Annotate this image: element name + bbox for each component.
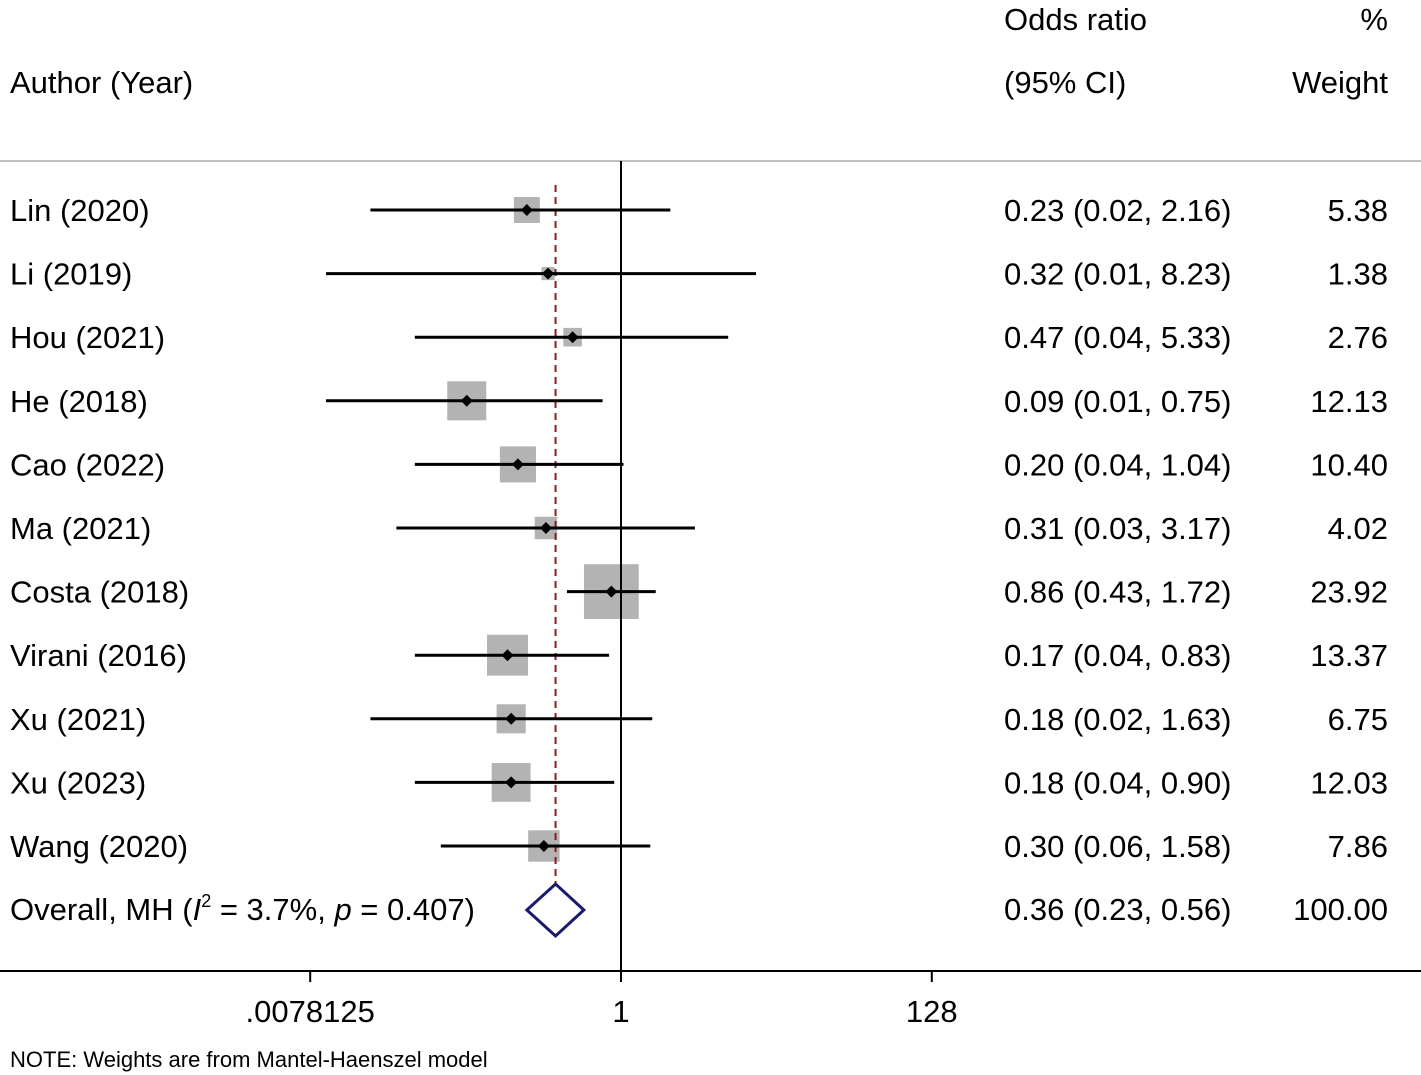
- point-estimate: [520, 204, 533, 216]
- study-name: Ma (2021): [10, 511, 151, 546]
- point-estimate: [537, 840, 550, 852]
- study-name: Cao (2022): [10, 447, 165, 482]
- overall-p-symbol: p: [333, 892, 351, 927]
- study-name: Costa (2018): [10, 575, 189, 610]
- study-or-text: 0.31 (0.03, 3.17): [1004, 511, 1232, 546]
- point-estimate: [460, 394, 473, 407]
- point-estimate: [505, 712, 518, 725]
- study-name: He (2018): [10, 384, 148, 419]
- header-or-line1: Odds ratio: [1004, 2, 1147, 37]
- overall-diamond: [524, 881, 587, 939]
- point-estimate: [501, 649, 514, 662]
- study-weight-text: 12.03: [1310, 765, 1388, 800]
- overall-label-middle: = 3.7%,: [211, 892, 334, 927]
- study-name: Li (2019): [10, 257, 132, 292]
- overall-label-suffix: = 0.407): [352, 892, 475, 927]
- reference-lines: [554, 161, 622, 971]
- x-tick-label: 1: [612, 994, 629, 1029]
- point-estimate: [542, 267, 555, 280]
- study-name: Xu (2021): [10, 702, 146, 737]
- study-weight-text: 1.38: [1328, 257, 1388, 292]
- study-name: Lin (2020): [10, 193, 150, 228]
- study-name: Hou (2021): [10, 320, 165, 355]
- study-or-text: 0.47 (0.04, 5.33): [1004, 320, 1232, 355]
- header-weight-line1: %: [1360, 2, 1388, 37]
- header-or-line2: (95% CI): [1004, 65, 1126, 100]
- study-or-text: 0.32 (0.01, 8.23): [1004, 257, 1232, 292]
- study-name: Xu (2023): [10, 765, 146, 800]
- point-estimate: [539, 522, 552, 534]
- study-weight-text: 12.13: [1310, 384, 1388, 419]
- study-weight-text: 13.37: [1310, 638, 1388, 673]
- x-axis-ticks: .0078125 1 128: [246, 971, 958, 1029]
- study-weight-text: 4.02: [1328, 511, 1388, 546]
- study-or-text: 0.18 (0.02, 1.63): [1004, 702, 1232, 737]
- study-rows: Lin (2020) 0.23 (0.02, 2.16) 5.38 Li (2019)…: [10, 193, 1388, 864]
- study-name: Wang (2020): [10, 829, 188, 864]
- x-tick-label: 128: [906, 994, 958, 1029]
- x-tick-label: .0078125: [246, 994, 375, 1029]
- study-weight-text: 2.76: [1328, 320, 1388, 355]
- study-weight-text: 5.38: [1328, 193, 1388, 228]
- study-or-text: 0.18 (0.04, 0.90): [1004, 765, 1232, 800]
- overall-i-symbol: I: [193, 892, 202, 927]
- overall-weight-text: 100.00: [1293, 892, 1388, 927]
- overall-label: Overall, MH (I2 = 3.7%, p = 0.407): [10, 891, 475, 927]
- study-weight-text: 10.40: [1310, 447, 1388, 482]
- header-study: Author (Year): [10, 65, 193, 100]
- study-or-text: 0.86 (0.43, 1.72): [1004, 575, 1232, 610]
- overall-label-prefix: Overall, MH (: [10, 892, 193, 927]
- study-or-text: 0.23 (0.02, 2.16): [1004, 193, 1232, 228]
- point-estimate: [511, 458, 524, 471]
- study-name: Virani (2016): [10, 638, 187, 673]
- study-or-text: 0.30 (0.06, 1.58): [1004, 829, 1232, 864]
- study-marks: [326, 204, 757, 939]
- header-weight-line2: Weight: [1292, 65, 1388, 100]
- study-or-text: 0.20 (0.04, 1.04): [1004, 447, 1232, 482]
- study-weight-text: 23.92: [1310, 575, 1388, 610]
- overall-i-sup: 2: [201, 891, 211, 911]
- point-estimate: [505, 776, 518, 789]
- study-weight-text: 6.75: [1328, 702, 1388, 737]
- study-weight-text: 7.86: [1328, 829, 1388, 864]
- point-estimate: [605, 585, 618, 598]
- point-estimate: [566, 331, 579, 344]
- overall-or-text: 0.36 (0.23, 0.56): [1004, 892, 1232, 927]
- study-or-text: 0.17 (0.04, 0.83): [1004, 638, 1232, 673]
- footnote: NOTE: Weights are from Mantel-Haenszel m…: [10, 1047, 488, 1072]
- study-or-text: 0.09 (0.01, 0.75): [1004, 384, 1232, 419]
